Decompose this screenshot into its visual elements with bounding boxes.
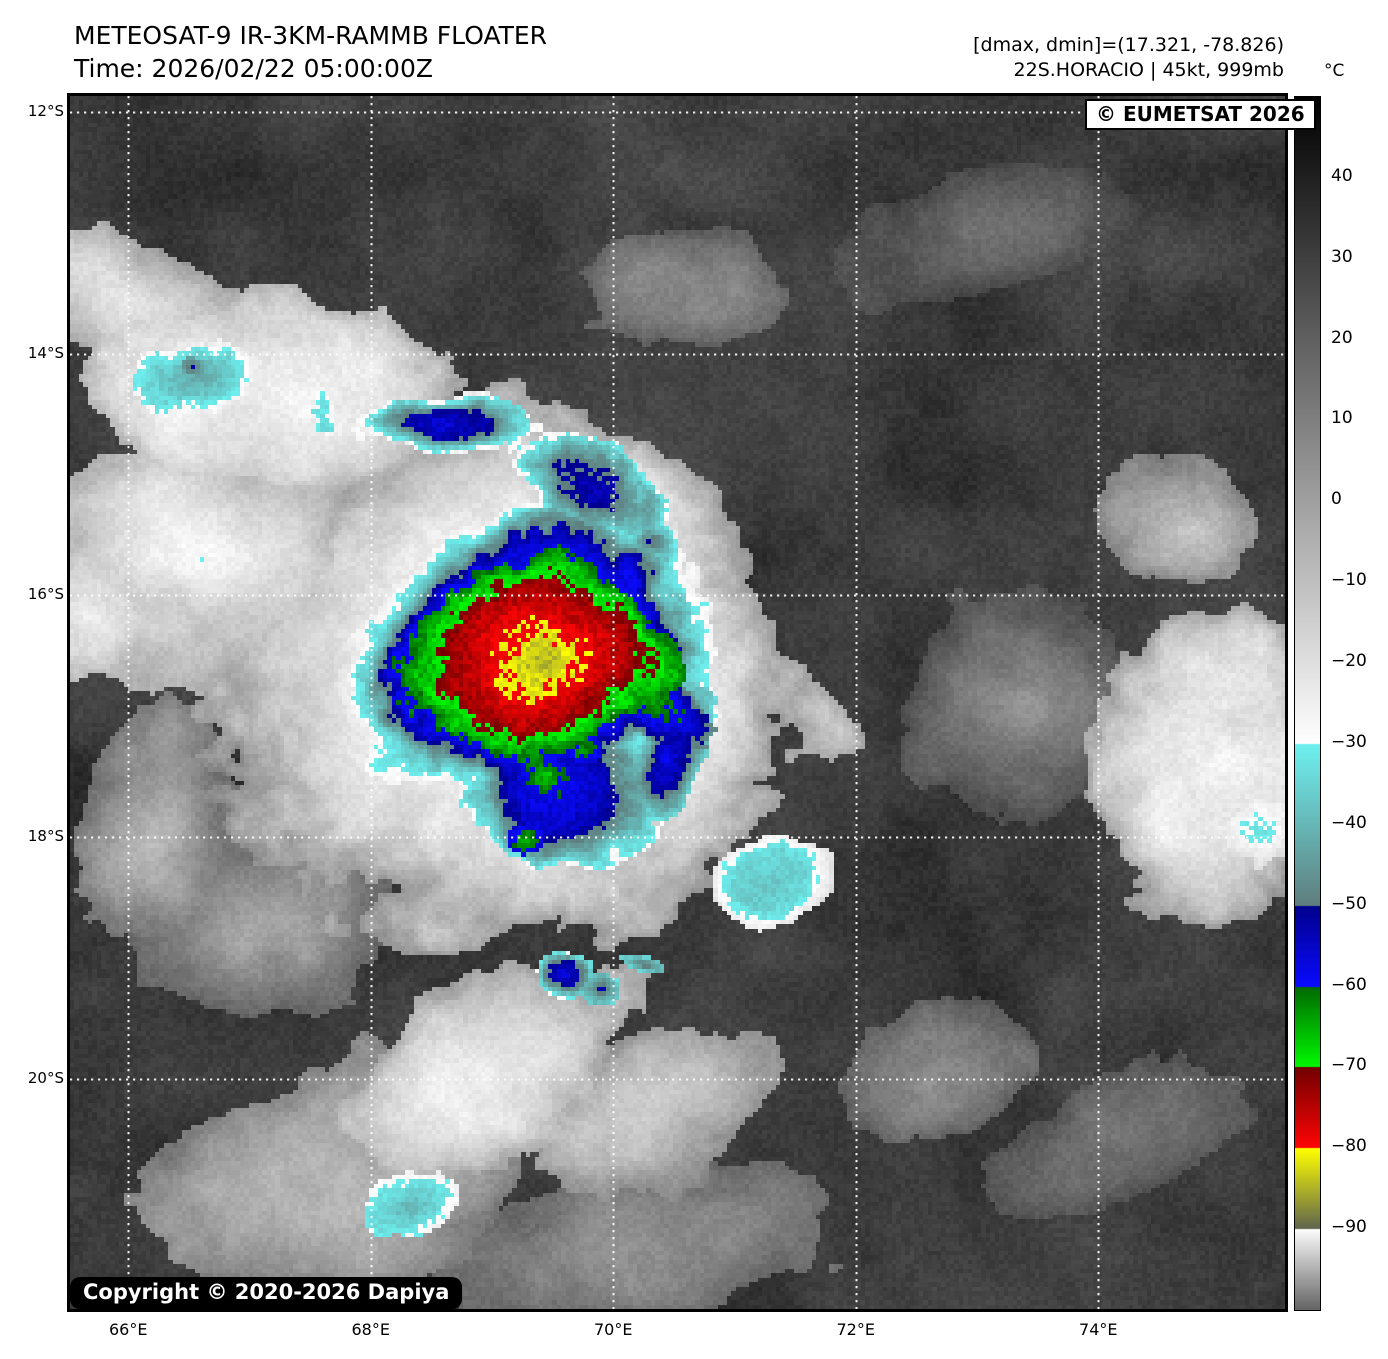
page-title: METEOSAT-9 IR-3KM-RAMMB FLOATER <box>74 21 548 50</box>
colorbar-unit-label: °C <box>1324 61 1345 81</box>
colorbar-tick-label--50: −50 <box>1331 893 1367 914</box>
image-timestamp: Time: 2026/02/22 05:00:00Z <box>74 54 433 83</box>
colorbar-tick-label--70: −70 <box>1331 1055 1367 1076</box>
colorbar-tick-label-10: 10 <box>1331 408 1353 429</box>
copyright-badge: Copyright © 2020-2026 Dapiya <box>70 1277 463 1309</box>
colorbar-frame <box>1294 96 1321 1311</box>
colorbar-tick-label--30: −30 <box>1331 731 1367 752</box>
lon-tick-label-74e: 74°E <box>1079 1320 1118 1339</box>
satellite-map-frame <box>67 93 1288 1312</box>
lat-tick-label-20s: 20°S <box>27 1069 64 1088</box>
colorbar-gradient <box>1295 97 1320 1310</box>
storm-info-readout: 22S.HORACIO | 45kt, 999mb <box>1013 59 1284 81</box>
eumetsat-credit-badge: © EUMETSAT 2026 <box>1085 99 1316 130</box>
colorbar-tick-label--80: −80 <box>1331 1136 1367 1157</box>
lon-tick-label-66e: 66°E <box>108 1320 148 1339</box>
lat-tick-label-18s: 18°S <box>27 827 64 846</box>
dmax-dmin-readout: [dmax, dmin]=(17.321, -78.826) <box>973 34 1284 56</box>
colorbar-tick-label--60: −60 <box>1331 974 1367 995</box>
colorbar-tick-label--20: −20 <box>1331 651 1367 672</box>
colorbar-tick-label--10: −10 <box>1331 570 1367 591</box>
lon-tick-label-68e: 68°E <box>351 1320 390 1339</box>
lat-tick-label-12s: 12°S <box>27 101 64 120</box>
lat-tick-label-16s: 16°S <box>27 585 64 604</box>
colorbar-tick-label-0: 0 <box>1331 489 1342 510</box>
colorbar-tick-label--40: −40 <box>1331 812 1367 833</box>
colorbar-tick-label-30: 30 <box>1331 246 1353 267</box>
lon-tick-label-72e: 72°E <box>836 1320 875 1339</box>
colorbar-tick-label--90: −90 <box>1331 1217 1367 1238</box>
colorbar-tick-label-40: 40 <box>1331 165 1353 186</box>
lon-tick-label-70e: 70°E <box>593 1320 633 1339</box>
colorbar-tick-label-20: 20 <box>1331 327 1353 348</box>
satellite-ir-image <box>70 96 1285 1309</box>
lat-tick-label-14s: 14°S <box>27 343 64 362</box>
